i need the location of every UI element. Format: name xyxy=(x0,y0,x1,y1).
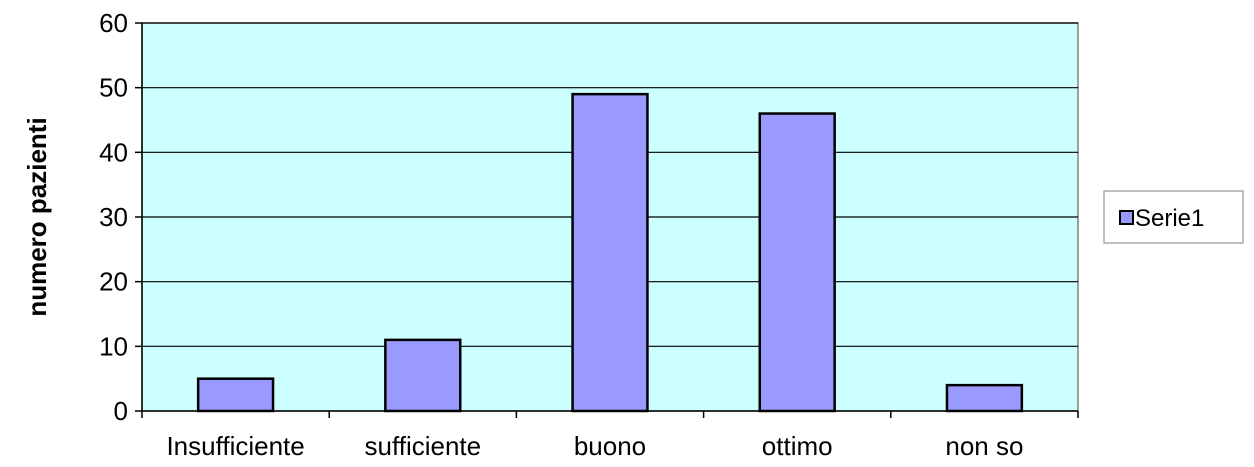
legend-swatch xyxy=(1119,210,1134,225)
x-tick-label: sufficiente xyxy=(365,431,482,461)
bar-sufficiente xyxy=(384,338,462,413)
legend-label: Serie1 xyxy=(1135,205,1204,232)
y-tick-label: 30 xyxy=(99,202,128,232)
bar-non-so xyxy=(945,383,1024,413)
y-tick-label: 10 xyxy=(99,331,128,361)
x-tick-label: ottimo xyxy=(762,431,833,461)
gridlines xyxy=(142,22,1078,347)
x-tick-label: buono xyxy=(574,431,646,461)
axes xyxy=(135,22,1079,418)
y-tick-label: 20 xyxy=(99,267,128,297)
y-tick-labels: 0 10 20 30 40 50 60 xyxy=(99,8,128,426)
y-tick-label: 0 xyxy=(114,396,128,426)
y-tick-label: 50 xyxy=(99,73,128,103)
y-tick-label: 40 xyxy=(99,137,128,167)
bar-ottimo xyxy=(758,112,836,413)
y-axis-title: numero pazienti xyxy=(22,117,52,316)
y-tick-label: 60 xyxy=(99,8,128,38)
legend: Serie1 xyxy=(1103,190,1244,244)
x-tick-labels: Insufficiente sufficiente buono ottimo non s… xyxy=(166,431,1023,461)
bars xyxy=(196,92,1024,413)
x-tick-label: non so xyxy=(945,431,1023,461)
bar-buono xyxy=(571,92,649,413)
bar-insufficiente xyxy=(196,377,275,413)
x-tick-label: Insufficiente xyxy=(166,431,304,461)
